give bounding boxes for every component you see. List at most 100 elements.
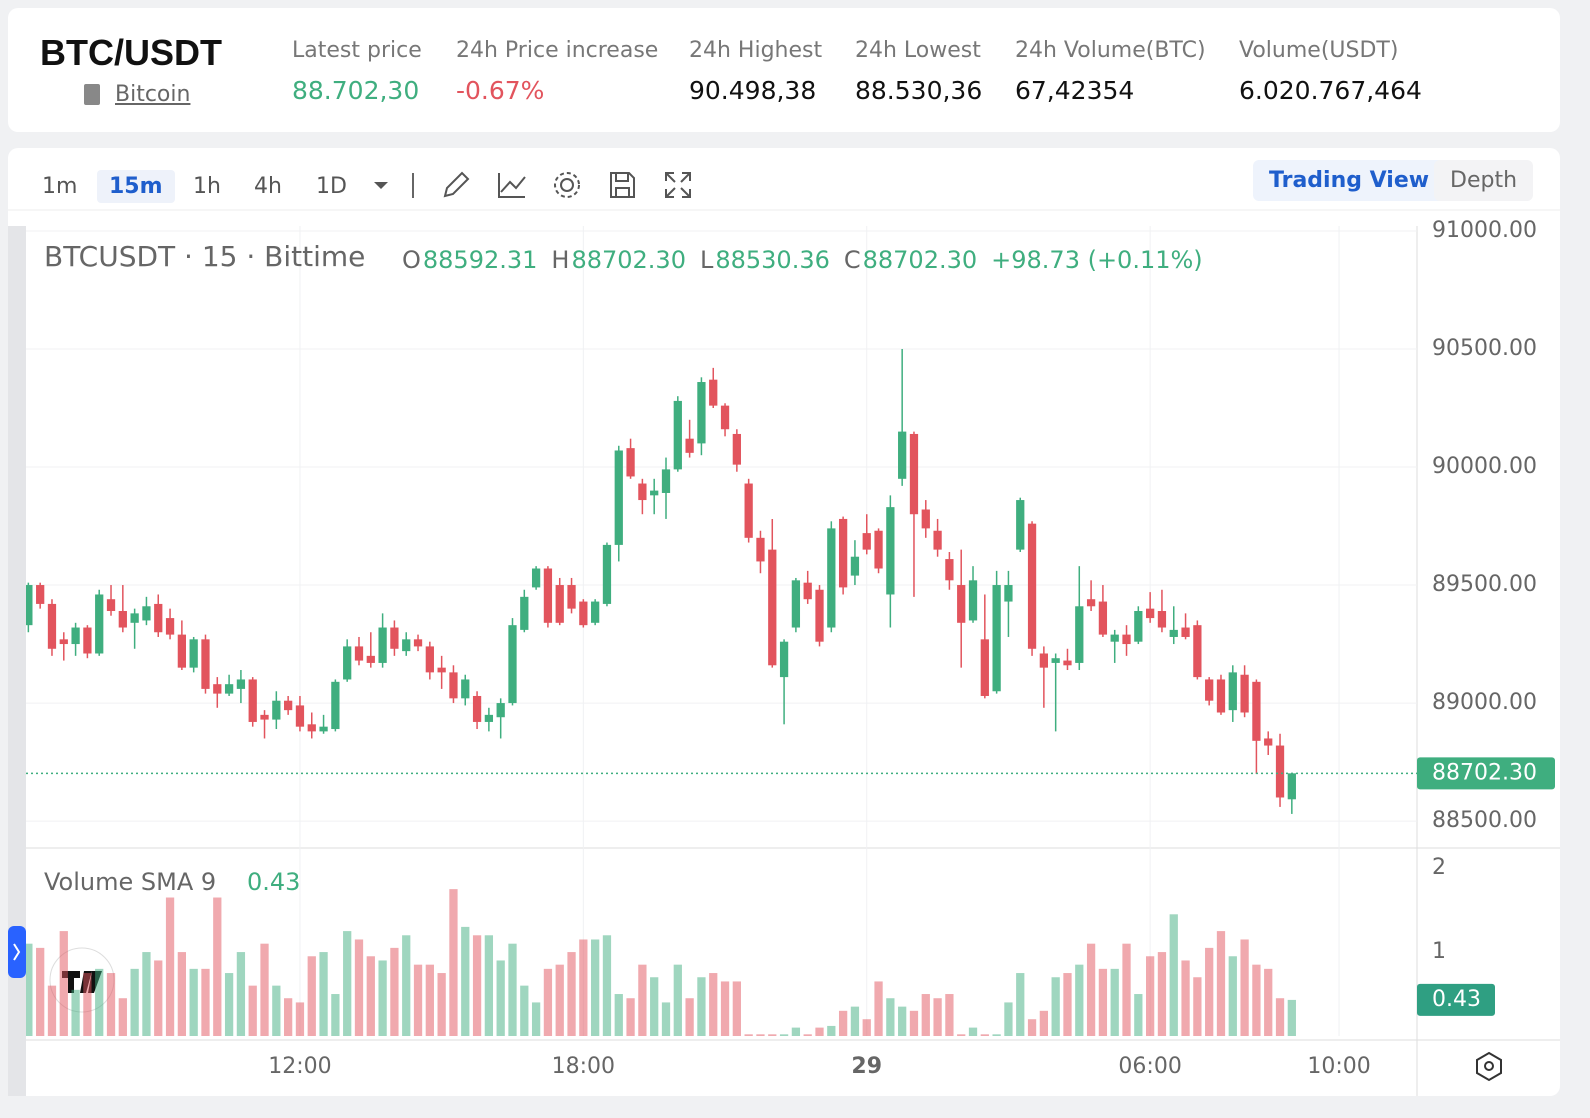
candle-body — [402, 639, 411, 652]
volume-bar — [709, 973, 718, 1036]
volume-bar — [921, 994, 930, 1036]
candle-body — [248, 679, 257, 722]
candle-body — [224, 684, 234, 694]
volume-bar — [968, 1027, 978, 1036]
volume-title: Volume SMA 9 — [44, 868, 216, 896]
volume-bar — [673, 964, 682, 1036]
stat-value: 90.498,38 — [689, 76, 817, 105]
tv-logo[interactable] — [49, 947, 115, 1013]
candle-body — [815, 589, 824, 642]
volume-bar — [295, 1002, 305, 1036]
candle-body — [1252, 681, 1261, 741]
volume-bar — [1181, 960, 1190, 1036]
candle-body — [1275, 745, 1285, 798]
settings-gear[interactable] — [560, 178, 574, 192]
volume-bar — [390, 947, 399, 1036]
candle-body — [425, 646, 434, 673]
candle-body — [591, 601, 600, 623]
volume-bar — [437, 973, 446, 1036]
candle-body — [732, 433, 741, 465]
candle-body — [1240, 674, 1249, 713]
volume-bar — [354, 939, 364, 1036]
stat-value: 88.530,36 — [855, 76, 983, 105]
volume-bar — [1252, 964, 1261, 1036]
interval-button[interactable]: 1D — [316, 174, 347, 199]
settings-gear-teeth — [554, 172, 580, 198]
volume-bar — [1275, 998, 1285, 1036]
volume-bar — [36, 947, 45, 1036]
draw-icon[interactable] — [443, 171, 470, 198]
indicator-icon[interactable] — [498, 173, 526, 198]
candle-body — [992, 585, 1001, 692]
volume-bar — [779, 1034, 789, 1036]
volume-bar — [1122, 943, 1131, 1036]
candle-body — [980, 639, 989, 696]
volume-bar — [614, 994, 623, 1036]
candle-body — [413, 639, 423, 647]
volume-bar — [378, 960, 387, 1036]
interval-button[interactable]: 1h — [193, 174, 221, 199]
view-tab[interactable]: Trading View — [1253, 160, 1446, 201]
candle-body — [803, 582, 812, 600]
y-tick-label: 88500.00 — [1432, 808, 1537, 833]
volume-bar — [106, 973, 116, 1036]
volume-bar — [402, 935, 411, 1036]
fullscreen-icon[interactable] — [665, 172, 691, 198]
candle-body — [1169, 629, 1178, 637]
view-tab[interactable]: Depth — [1434, 160, 1534, 201]
candle-body — [850, 556, 860, 576]
interval-button[interactable]: 1m — [42, 174, 78, 199]
candle-body — [437, 667, 446, 673]
volume-bar — [945, 994, 954, 1036]
volume-bar — [720, 981, 730, 1036]
candle-body — [508, 625, 517, 704]
candle-body — [1039, 653, 1048, 668]
candle-body — [319, 726, 328, 732]
volume-bar — [909, 1010, 919, 1036]
y-tick-label: 91000.00 — [1432, 218, 1537, 243]
candle-body — [520, 596, 529, 630]
volume-tick-label: 1 — [1432, 939, 1446, 964]
volume-bar — [189, 968, 198, 1036]
volume-bar — [933, 998, 942, 1036]
panel-toggle[interactable] — [8, 926, 26, 978]
legend-value: 88702.30 — [571, 246, 686, 274]
candle-body — [1228, 672, 1237, 711]
coin-link[interactable]: Bitcoin — [115, 82, 191, 107]
stat-label: 24h Price increase — [456, 38, 659, 63]
candle-body — [673, 400, 682, 470]
volume-bar — [1075, 964, 1084, 1036]
volume-bar — [1098, 968, 1108, 1036]
volume-bar — [898, 1006, 907, 1036]
volume-bar — [1169, 914, 1178, 1036]
save-icon[interactable] — [610, 172, 635, 198]
last-price-label: 88702.30 — [1432, 760, 1537, 785]
interval-button[interactable]: 4h — [254, 174, 282, 199]
candle-body — [779, 641, 789, 678]
volume-bar — [1146, 956, 1155, 1036]
volume-bar — [744, 1034, 753, 1036]
interval-dropdown[interactable] — [374, 182, 388, 189]
candle-body — [791, 580, 801, 628]
toggle-arrow — [13, 943, 21, 961]
stat-value: 88.702,30 — [292, 76, 420, 105]
volume-bar — [602, 935, 612, 1036]
interval-button[interactable]: 15m — [97, 170, 175, 203]
volume-bar — [685, 998, 694, 1036]
candle-body — [59, 639, 68, 645]
volume-bar — [579, 939, 588, 1036]
chart-card — [8, 148, 1560, 1096]
volume-bar — [1205, 947, 1214, 1036]
legend-key: H — [551, 246, 569, 274]
candle-body — [177, 634, 187, 668]
settings-icon[interactable] — [1476, 1051, 1502, 1082]
candle-body — [461, 679, 470, 699]
volume-bar — [1264, 968, 1273, 1036]
stat-label: 24h Lowest — [855, 38, 981, 63]
header-card — [8, 8, 1560, 132]
volume-bar — [1157, 952, 1167, 1036]
legend-value: 88702.30 — [863, 246, 978, 274]
book-icon — [84, 84, 100, 105]
volume-bar — [1228, 956, 1237, 1036]
